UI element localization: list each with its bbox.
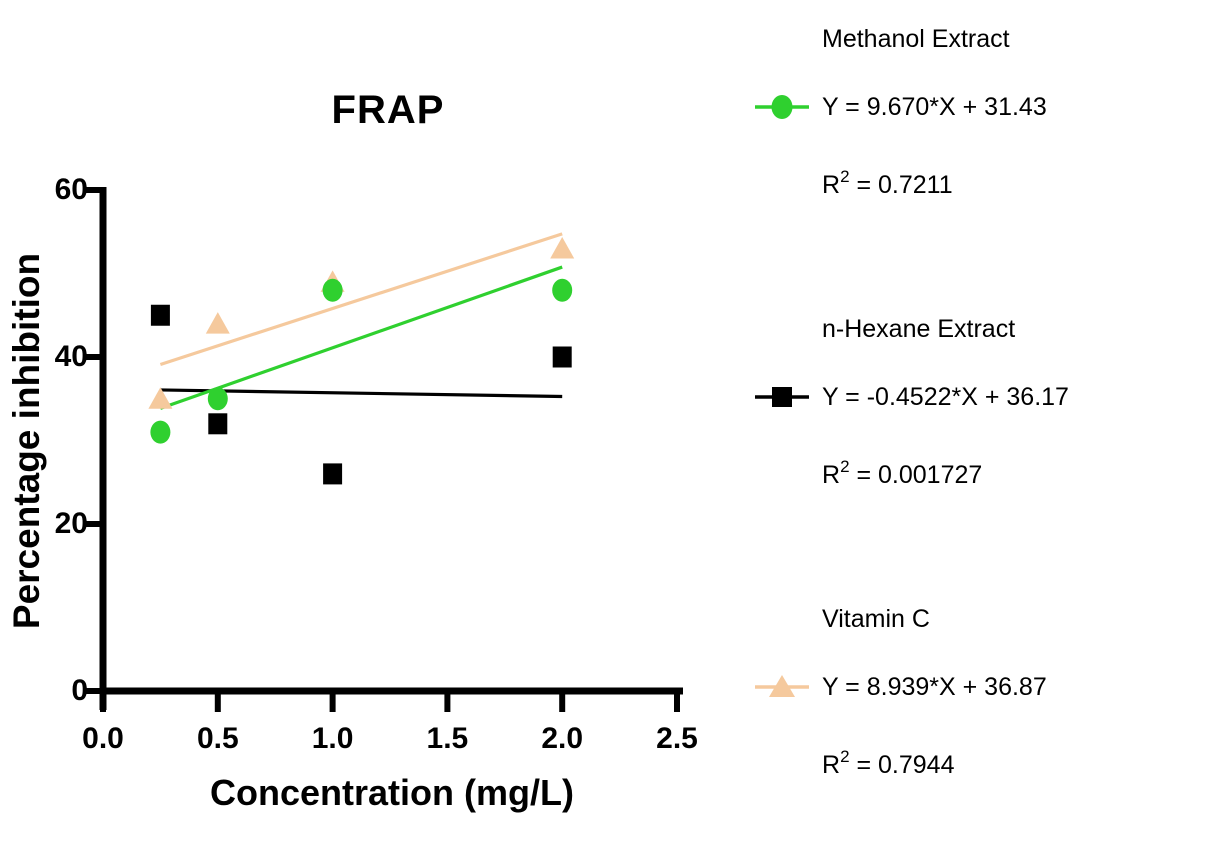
- legend-equation: Y = 8.939*X + 36.87: [822, 673, 1047, 701]
- r2-base: R: [822, 461, 841, 489]
- legend-entry-methanol: Methanol Extract Y = 9.670*X + 31.43 R2 …: [754, 24, 1214, 224]
- r2-value: = 0.001727: [849, 461, 983, 489]
- vitaminc-triangle-marker-icon: [755, 675, 809, 697]
- x-tick-label: 1.5: [426, 722, 469, 755]
- x-tick-label: 0.5: [196, 722, 239, 755]
- legend-equation: Y = -0.4522*X + 36.17: [822, 383, 1069, 411]
- x-tick-label: 0.0: [82, 722, 124, 755]
- legend-series-name: Vitamin C: [822, 605, 930, 633]
- x-tick-label: 2.0: [541, 722, 584, 755]
- plot-canvas: [84, 187, 683, 712]
- legend-r-squared: R2 = 0.7211: [822, 166, 953, 200]
- data-point-square: [150, 304, 170, 326]
- y-axis-title: Percentage inhibition: [6, 252, 47, 630]
- legend-series-name: n-Hexane Extract: [822, 315, 1016, 343]
- data-point-circle: [322, 278, 343, 302]
- data-point-triangle: [550, 236, 575, 259]
- legend-series-name: Methanol Extract: [822, 25, 1010, 53]
- data-point-square: [552, 346, 572, 368]
- data-point-circle: [552, 278, 573, 302]
- legend-r-squared: R2 = 0.7944: [822, 746, 955, 780]
- data-point-circle: [207, 387, 228, 411]
- x-tick-label: 1.0: [311, 722, 354, 755]
- legend-circle: [771, 95, 793, 119]
- fit-line-square: [160, 388, 563, 399]
- legend-triangle: [769, 675, 795, 697]
- data-point-triangle: [205, 312, 230, 334]
- legend-r-squared: R2 = 0.001727: [822, 456, 983, 490]
- chart-title: FRAP: [331, 88, 445, 132]
- fit-line-circle: [159, 265, 563, 410]
- legend-entry-vitaminc: Vitamin C Y = 8.939*X + 36.87 R2 = 0.794…: [754, 604, 1214, 804]
- nhexane-square-marker-icon: [755, 387, 809, 407]
- r2-value: = 0.7944: [849, 751, 955, 779]
- y-tick-label: 0: [71, 674, 88, 707]
- r2-value: = 0.7211: [849, 171, 953, 199]
- r2-base: R: [822, 751, 841, 779]
- y-tick-label: 40: [54, 340, 88, 373]
- r2-superscript: 2: [840, 456, 850, 476]
- r2-superscript: 2: [840, 166, 850, 186]
- y-tick-label: 60: [54, 173, 88, 206]
- data-point-triangle: [148, 387, 173, 409]
- data-point-square: [208, 413, 228, 435]
- legend-entry-nhexane: n-Hexane Extract Y = -0.4522*X + 36.17 R…: [754, 314, 1214, 514]
- data-point-circle: [150, 420, 171, 444]
- r2-base: R: [822, 171, 841, 199]
- legend-square: [772, 387, 792, 407]
- x-tick-label: 2.5: [656, 722, 698, 755]
- legend-equation: Y = 9.670*X + 31.43: [822, 93, 1047, 121]
- y-tick-label: 20: [54, 507, 88, 540]
- data-point-square: [323, 463, 343, 485]
- r2-superscript: 2: [840, 746, 850, 766]
- methanol-circle-marker-icon: [755, 95, 809, 119]
- x-axis-title: Concentration (mg/L): [210, 772, 574, 813]
- fit-line-triangle: [159, 232, 563, 366]
